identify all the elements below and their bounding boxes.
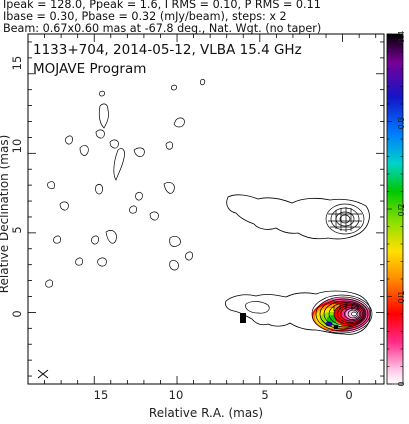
plot-subtitle: MOJAVE Program (33, 61, 146, 77)
plot-title: 1133+704, 2014-05-12, VLBA 15.4 GHz (33, 42, 302, 58)
y-tick-label: 15 (10, 56, 24, 71)
colorbar-tick-label: 0.3 (397, 117, 406, 130)
colorbar-tick-label: 0.1 (397, 291, 406, 304)
header-line-3: Beam: 0.67x0.60 mas at -67.8 deg., Nat. … (3, 22, 322, 35)
colorbar-tick-label: 0.4 (397, 31, 406, 44)
y-ticks (28, 41, 384, 377)
beam-marker (37, 369, 49, 379)
plot-frame (27, 33, 385, 385)
header-line-2: Ibase = 0.30, Pbase = 0.32 (mJy/beam), s… (3, 10, 287, 23)
x-tick-label: 5 (261, 388, 268, 402)
x-tick-label: 15 (94, 388, 109, 402)
x-ticks (27, 34, 377, 384)
y-tick-label: 10 (10, 139, 24, 154)
core-contours (311, 294, 373, 334)
jet-knot-contour (245, 301, 270, 314)
polarization-ticks (333, 303, 359, 311)
y-axis-label: Relative Declination (mas) (0, 135, 11, 294)
upper-jet-contour (226, 194, 370, 240)
x-tick-label: 10 (169, 388, 184, 402)
y-tick-label: 0 (10, 310, 24, 317)
header-line-1: Ipeak = 128.0, Ppeak = 1.6, I RMS = 0.10… (3, 0, 321, 11)
jet-outer-contour (225, 290, 371, 335)
x-axis-label: Relative R.A. (mas) (149, 406, 263, 420)
y-tick-label: 5 (10, 226, 24, 233)
upper-core-contours (325, 203, 365, 235)
x-tick-label: 0 (345, 388, 352, 402)
colorbar-tick-label: 0 (397, 381, 406, 386)
colorbar-ticks (387, 33, 403, 385)
colorbar-tick-label: 0.2 (397, 204, 406, 217)
noise-contours (45, 79, 206, 288)
plot-content (37, 79, 373, 379)
